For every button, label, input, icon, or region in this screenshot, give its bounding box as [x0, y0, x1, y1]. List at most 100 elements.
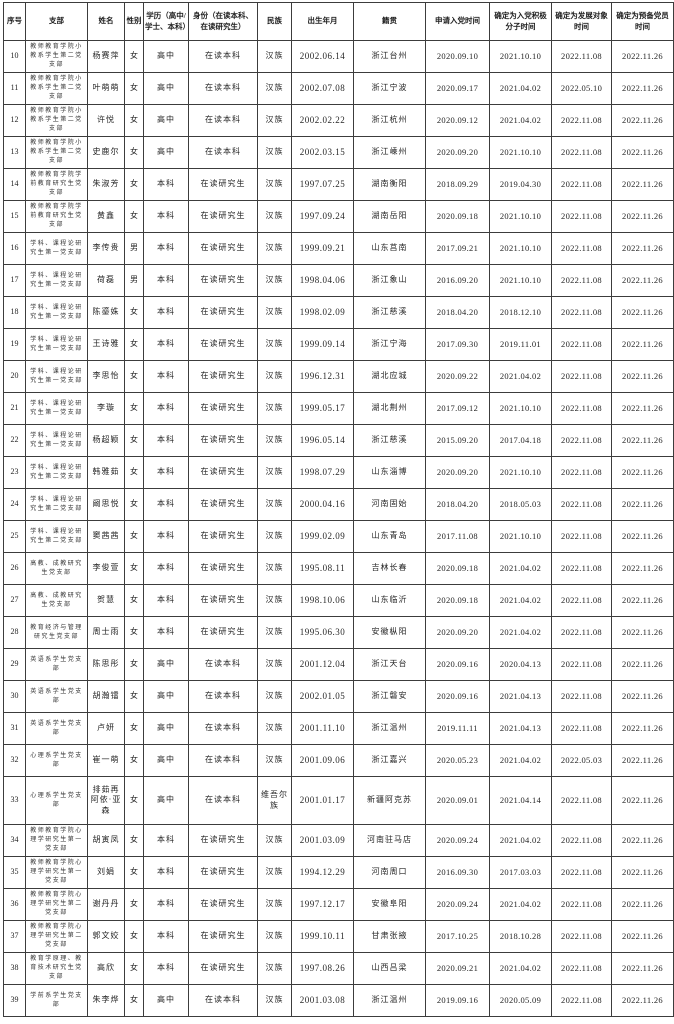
- cell-serial: 35: [3, 856, 26, 889]
- cell-name: 李俊萱: [87, 552, 125, 585]
- cell-probationary-date: 2022.11.26: [611, 712, 674, 745]
- cell-activist-date: 2021.04.02: [489, 360, 552, 393]
- cell-name: 胡瀚镭: [87, 680, 125, 713]
- cell-birthdate: 1995.08.11: [291, 552, 354, 585]
- cell-identity: 在读本科: [188, 712, 258, 745]
- cell-birthdate: 2002.02.22: [291, 104, 354, 137]
- cell-development-date: 2022.11.08: [551, 712, 612, 745]
- cell-activist-date: 2021.04.02: [489, 104, 552, 137]
- cell-name: 朱淑芳: [87, 168, 125, 201]
- cell-serial: 36: [3, 888, 26, 921]
- cell-identity: 在读研究生: [188, 584, 258, 617]
- cell-branch: 学科、课程论研究生第二党支部: [25, 456, 88, 489]
- cell-hometown: 浙江温州: [353, 984, 426, 1017]
- cell-apply-date: 2020.09.18: [425, 200, 490, 233]
- cell-serial: 29: [3, 648, 26, 681]
- cell-name: 阚思悦: [87, 488, 125, 521]
- cell-gender: 女: [124, 984, 144, 1017]
- cell-development-date: 2022.11.08: [551, 424, 612, 457]
- cell-hometown: 浙江宁波: [353, 72, 426, 105]
- cell-name: 刘娟: [87, 856, 125, 889]
- table-row: 12 教师教育学院小教系学生第二党支部 许悦女高中 在读本科 汉族 2002.02.22 浙…: [3, 104, 674, 137]
- table-row: 27 高教、成教研究生党支部 贺慧女本科 在读研究生 汉族 1998.10.06 山东临沂 2…: [3, 584, 674, 617]
- cell-serial: 28: [3, 616, 26, 649]
- cell-hometown: 浙江嵊州: [353, 136, 426, 169]
- cell-name: 韩雅茹: [87, 456, 125, 489]
- cell-activist-date: 2021.04.02: [489, 584, 552, 617]
- cell-gender: 女: [124, 616, 144, 649]
- table-row: 29 英语系学生党支部 陈思彤女高中 在读本科 汉族 2001.12.04 浙江天台 2020…: [3, 648, 674, 681]
- cell-apply-date: 2020.09.20: [425, 136, 490, 169]
- cell-hometown: 山西吕梁: [353, 952, 426, 985]
- cell-serial: 31: [3, 712, 26, 745]
- cell-serial: 39: [3, 984, 26, 1017]
- cell-birthdate: 1997.08.26: [291, 952, 354, 985]
- cell-activist-date: 2021.04.02: [489, 744, 552, 777]
- cell-development-date: 2022.11.08: [551, 136, 612, 169]
- cell-activist-date: 2021.04.02: [489, 616, 552, 649]
- cell-serial: 24: [3, 488, 26, 521]
- cell-hometown: 山东淄博: [353, 456, 426, 489]
- cell-name: 排茹再阿依·亚森: [87, 776, 125, 825]
- cell-branch: 英语系学生党支部: [25, 648, 88, 681]
- cell-development-date: 2022.11.08: [551, 200, 612, 233]
- cell-development-date: 2022.11.08: [551, 232, 612, 265]
- cell-ethnicity: 汉族: [257, 616, 292, 649]
- cell-education: 本科: [143, 200, 189, 233]
- cell-gender: 女: [124, 776, 144, 825]
- cell-development-date: 2022.11.08: [551, 824, 612, 857]
- cell-activist-date: 2020.04.13: [489, 648, 552, 681]
- table-row: 28 教育经济与管理研究生党支部 周士雨女本科 在读研究生 汉族 1995.06.30 安徽…: [3, 616, 674, 649]
- cell-identity: 在读研究生: [188, 264, 258, 297]
- cell-serial: 21: [3, 392, 26, 425]
- cell-birthdate: 1998.02.09: [291, 296, 354, 329]
- cell-identity: 在读本科: [188, 104, 258, 137]
- cell-gender: 女: [124, 920, 144, 953]
- cell-branch: 心理系学生党支部: [25, 776, 88, 825]
- cell-ethnicity: 汉族: [257, 488, 292, 521]
- cell-identity: 在读研究生: [188, 360, 258, 393]
- cell-probationary-date: 2022.11.26: [611, 680, 674, 713]
- cell-identity: 在读研究生: [188, 232, 258, 265]
- cell-education: 高中: [143, 776, 189, 825]
- cell-ethnicity: 汉族: [257, 328, 292, 361]
- cell-birthdate: 1998.07.29: [291, 456, 354, 489]
- cell-identity: 在读研究生: [188, 616, 258, 649]
- table-row: 30 英语系学生党支部 胡瀚镭女高中 在读本科 汉族 2002.01.05 浙江磐安 2020…: [3, 680, 674, 713]
- cell-hometown: 浙江磐安: [353, 680, 426, 713]
- cell-serial: 20: [3, 360, 26, 393]
- col-header-activist-date: 确定为入党积极分子时间: [489, 2, 552, 41]
- cell-apply-date: 2016.09.30: [425, 856, 490, 889]
- cell-gender: 女: [124, 40, 144, 73]
- cell-gender: 女: [124, 392, 144, 425]
- cell-development-date: 2022.11.08: [551, 952, 612, 985]
- cell-apply-date: 2020.09.01: [425, 776, 490, 825]
- cell-ethnicity: 汉族: [257, 680, 292, 713]
- cell-hometown: 浙江温州: [353, 712, 426, 745]
- cell-birthdate: 2002.01.05: [291, 680, 354, 713]
- cell-development-date: 2022.11.08: [551, 264, 612, 297]
- cell-birthdate: 1999.09.14: [291, 328, 354, 361]
- cell-activist-date: 2017.04.18: [489, 424, 552, 457]
- cell-probationary-date: 2022.11.26: [611, 952, 674, 985]
- cell-probationary-date: 2022.11.26: [611, 424, 674, 457]
- cell-name: 杨赛萍: [87, 40, 125, 73]
- cell-ethnicity: 汉族: [257, 712, 292, 745]
- cell-hometown: 甘肃张掖: [353, 920, 426, 953]
- cell-education: 本科: [143, 232, 189, 265]
- cell-birthdate: 2001.09.06: [291, 744, 354, 777]
- table-row: 15 教师教育学院学前教育研究生党支部 黄鑫女本科 在读研究生 汉族 1997.09.24…: [3, 200, 674, 233]
- cell-serial: 34: [3, 824, 26, 857]
- cell-development-date: 2022.11.08: [551, 984, 612, 1017]
- cell-development-date: 2022.11.08: [551, 856, 612, 889]
- cell-serial: 15: [3, 200, 26, 233]
- table-row: 25 学科、课程论研究生第二党支部 窦茜茜女本科 在读研究生 汉族 1999.02.09 山…: [3, 520, 674, 553]
- cell-name: 高欣: [87, 952, 125, 985]
- cell-apply-date: 2017.10.25: [425, 920, 490, 953]
- cell-probationary-date: 2022.11.26: [611, 648, 674, 681]
- cell-education: 高中: [143, 104, 189, 137]
- cell-apply-date: 2019.11.11: [425, 712, 490, 745]
- table-row: 34 教师教育学院心理学研究生第一党支部 胡寅凤女本科 在读研究生 汉族 2001.03.…: [3, 824, 674, 857]
- cell-birthdate: 2002.07.08: [291, 72, 354, 105]
- cell-education: 本科: [143, 616, 189, 649]
